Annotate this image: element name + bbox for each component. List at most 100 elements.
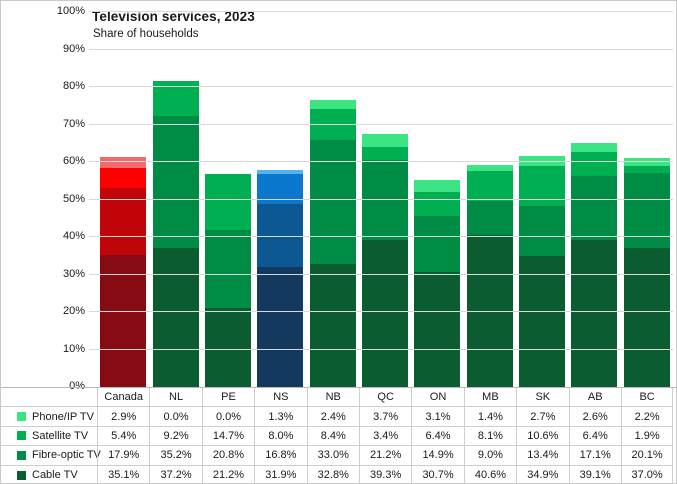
value-cell: 13.4% [516, 446, 569, 466]
y-axis-tick-label: 0% [69, 380, 85, 392]
legend-swatch-icon [17, 412, 26, 422]
bar-segment [100, 157, 147, 168]
bar-stack [257, 169, 304, 387]
category-header: NL [149, 388, 202, 408]
bar-segment [361, 160, 408, 240]
bar-segment [414, 192, 461, 216]
gridline [89, 198, 673, 200]
bar-segment [152, 247, 199, 387]
bar-segment [623, 165, 670, 173]
legend-label: Fibre-optic TV [32, 449, 101, 462]
value-cell: 39.1% [568, 465, 621, 483]
value-cell: 37.0% [620, 465, 674, 483]
value-cell: 9.2% [149, 426, 202, 447]
bar-segment [361, 239, 408, 387]
value-cell: 8.4% [306, 426, 359, 447]
bar-segment [414, 216, 461, 272]
value-cell: 5.4% [97, 426, 150, 447]
bar-stack [361, 133, 408, 387]
value-cell: 2.7% [516, 407, 569, 427]
bar-segment [257, 267, 304, 387]
category-header: NS [254, 388, 307, 408]
bar-stack [204, 174, 251, 387]
value-cell: 33.0% [306, 446, 359, 466]
y-axis-tick-label: 30% [62, 267, 85, 280]
legend-cell: Cable TV [1, 466, 97, 483]
value-cell: 3.1% [411, 407, 464, 427]
category-header: Canada [97, 388, 150, 408]
value-cell: 37.2% [149, 465, 201, 483]
value-cell: 2.6% [568, 407, 621, 427]
bar-segment [204, 174, 251, 230]
chart-subtitle: Share of households [93, 28, 199, 40]
value-cell: 8.1% [463, 426, 517, 447]
bar-segment [204, 307, 251, 387]
value-cell: 3.4% [358, 426, 412, 447]
bar-segment [100, 168, 147, 189]
y-axis-tick-label: 20% [62, 305, 85, 317]
value-cell: 32.8% [306, 465, 359, 483]
bar-segment [257, 174, 304, 205]
bar-column-ns [254, 12, 306, 387]
value-cell: 2.4% [306, 407, 359, 427]
value-cell: 2.9% [97, 407, 150, 427]
gridline [89, 311, 673, 312]
bar-segment [309, 108, 356, 141]
gridline [89, 236, 673, 237]
bar-segment [100, 255, 147, 387]
legend-swatch-icon [17, 431, 26, 441]
bar-segment [571, 240, 618, 387]
bar-stack [309, 99, 356, 387]
bar-column-nb [306, 12, 358, 387]
y-axis-tick-label: 10% [62, 342, 85, 355]
category-header: NB [306, 388, 359, 408]
bar-column-nl [149, 12, 201, 387]
bar-segment [152, 115, 199, 248]
value-cell: 0.0% [201, 407, 255, 427]
bar-stack [100, 157, 147, 387]
bar-stack [414, 180, 461, 387]
value-cell: 31.9% [254, 465, 306, 483]
y-axis-tick-label: 70% [62, 117, 85, 130]
bar-segment [414, 271, 461, 387]
legend-cell: Fibre-optic TV [1, 446, 101, 466]
bar-segment [414, 180, 461, 192]
value-cell: 14.9% [411, 446, 464, 466]
data-table: Canada NL PE NS NB QC ON MB SK AB BC Phone/IP TV 2.9… [1, 387, 676, 483]
table-corner-cell [1, 388, 97, 408]
value-cell: 17.9% [97, 446, 150, 466]
value-cell: 30.7% [411, 465, 463, 483]
bar-stack [152, 81, 199, 387]
bar-segment [361, 147, 408, 161]
legend-swatch-icon [17, 470, 26, 480]
value-cell: 20.1% [620, 446, 674, 466]
legend-cell: Phone/IP TV [1, 407, 97, 427]
value-cell: 21.2% [358, 446, 412, 466]
value-cell: 2.2% [620, 407, 674, 427]
bar-segment [571, 176, 618, 241]
gridline [89, 161, 673, 162]
value-cell: 21.2% [201, 465, 254, 483]
bar-segment [623, 172, 670, 249]
y-axis-tick-label: 90% [62, 42, 85, 55]
value-cell: 1.4% [463, 407, 517, 427]
value-cell: 6.4% [568, 426, 621, 447]
value-cell: 1.3% [254, 407, 307, 427]
bar-segment [623, 248, 670, 387]
legend-swatch-icon [17, 450, 26, 460]
gridline [89, 273, 673, 275]
value-cell: 8.0% [254, 426, 307, 447]
bar-segment [257, 204, 304, 268]
bar-column-qc [359, 12, 411, 387]
y-axis-tick-label: 100% [56, 5, 85, 17]
bar-column-bc [621, 12, 673, 387]
value-cell: 35.1% [97, 465, 149, 483]
bar-segment [309, 264, 356, 387]
value-cell: 0.0% [149, 407, 202, 427]
gridline [89, 86, 673, 87]
bar-segment [309, 140, 356, 264]
category-header: QC [358, 388, 412, 408]
value-cell: 1.9% [620, 426, 674, 447]
value-cell: 40.6% [463, 465, 516, 483]
